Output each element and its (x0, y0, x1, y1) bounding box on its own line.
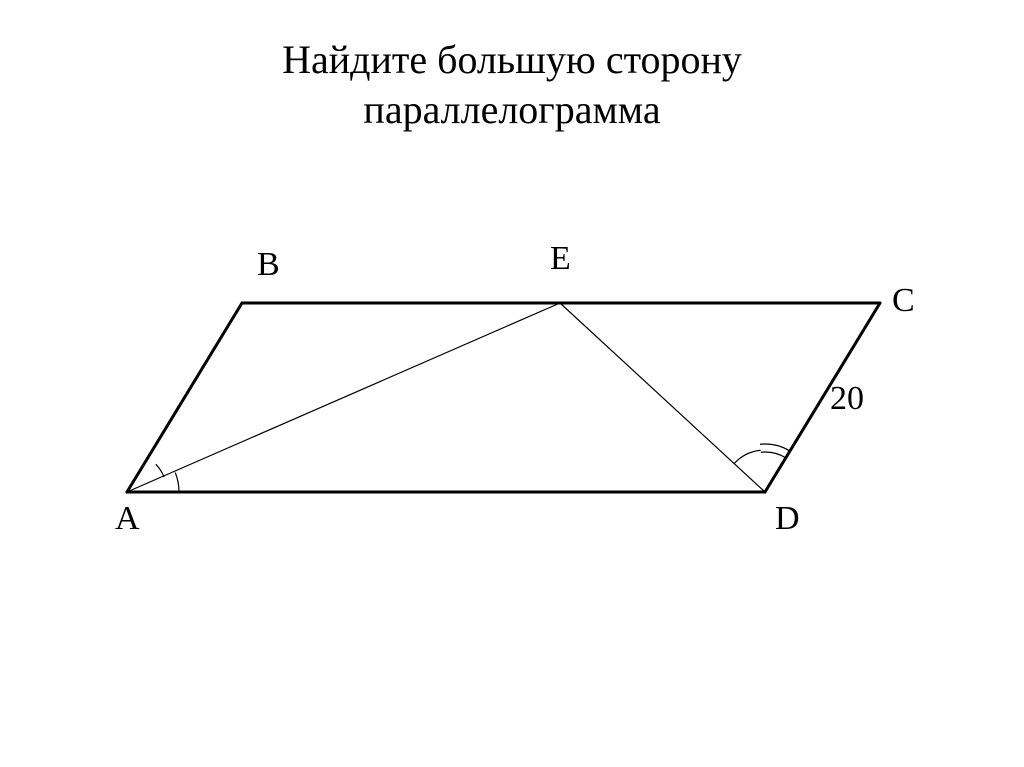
vertex-label-A: A (115, 500, 140, 538)
side-label-CD: 20 (830, 380, 864, 418)
diagram-svg (110, 230, 890, 610)
title-line-1: Найдите большую сторону (282, 37, 742, 82)
vertex-label-C: C (892, 282, 915, 320)
title-line-2: параллелограмма (363, 87, 660, 132)
geometry-diagram: A B C D E 20 (110, 230, 890, 610)
vertex-label-D: D (775, 500, 800, 538)
vertex-label-B: B (257, 246, 280, 284)
problem-title: Найдите большую сторону параллелограмма (0, 0, 1024, 135)
vertex-label-E: E (550, 240, 571, 278)
